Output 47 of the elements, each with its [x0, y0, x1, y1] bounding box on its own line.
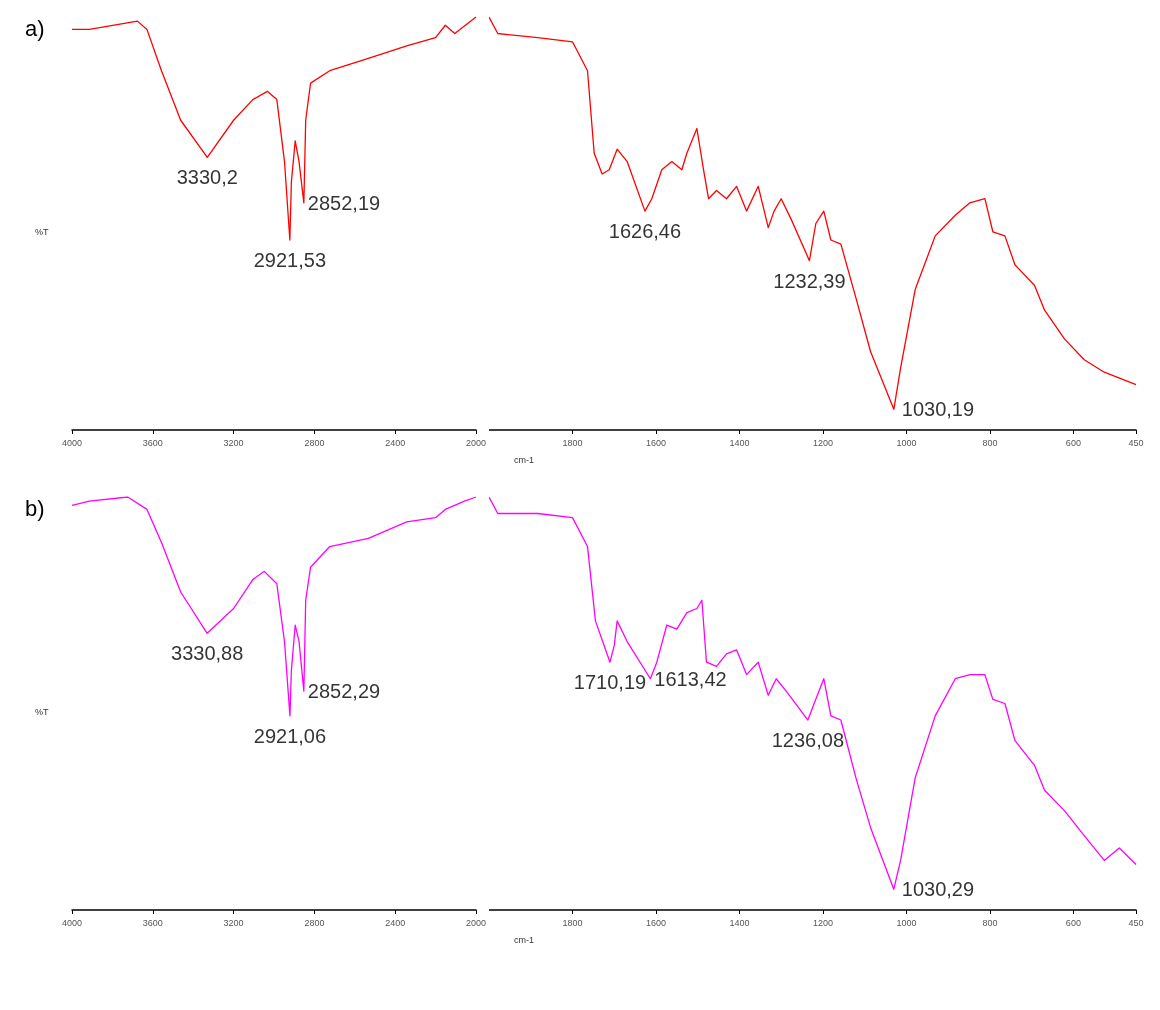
x-tick-label: 2400	[385, 437, 406, 448]
x-tick-label: 600	[1066, 437, 1082, 448]
x-axis-title: cm-1	[514, 934, 535, 945]
x-tick-label: 1800	[562, 437, 583, 448]
y-axis-title: %T	[35, 706, 49, 717]
x-tick-label: 1800	[562, 917, 583, 928]
x-tick-label: 800	[982, 917, 998, 928]
annotation: 1626,46	[609, 220, 682, 243]
chart-title: b)	[25, 495, 45, 521]
x-tick-label: 2800	[304, 437, 325, 448]
x-tick-label: 2000	[465, 437, 486, 448]
x-tick-label: 1200	[813, 917, 834, 928]
annotation: 1613,42	[654, 667, 727, 690]
annotation: 2852,19	[307, 191, 381, 214]
annotation: 1030,19	[902, 398, 975, 421]
annotation: 3330,88	[171, 642, 244, 665]
annotation: 2852,29	[307, 680, 381, 703]
x-tick-label: 3200	[223, 917, 244, 928]
x-tick-label: 2400	[385, 917, 406, 928]
x-tick-label: 450	[1128, 917, 1144, 928]
x-tick-label: 1600	[646, 917, 667, 928]
x-tick-label: 1000	[896, 437, 917, 448]
x-tick-label: 3600	[142, 917, 163, 928]
x-tick-label: 3600	[142, 437, 163, 448]
x-tick-label: 1400	[729, 437, 750, 448]
x-axis-title: cm-1	[514, 454, 535, 465]
annotation: 1232,39	[773, 269, 846, 292]
annotation: 1030,29	[902, 878, 975, 901]
x-tick-label: 3200	[223, 437, 244, 448]
y-axis-title: %T	[35, 226, 49, 237]
annotation: 1236,08	[771, 729, 845, 752]
x-tick-label: 1000	[896, 917, 917, 928]
x-tick-label: 800	[982, 437, 998, 448]
annotation: 2921,06	[253, 724, 327, 747]
x-tick-label: 1600	[646, 437, 667, 448]
annotation: 2921,53	[253, 249, 326, 272]
chart-title: a)	[25, 15, 45, 41]
x-tick-label: 600	[1066, 917, 1082, 928]
x-tick-label: 450	[1128, 437, 1144, 448]
x-tick-label: 2000	[465, 917, 486, 928]
annotation: 1710,19	[574, 671, 647, 694]
x-tick-label: 4000	[61, 437, 83, 448]
x-tick-label: 1200	[813, 437, 834, 448]
x-tick-label: 1400	[729, 917, 750, 928]
x-tick-label: 2800	[304, 917, 325, 928]
x-tick-label: 4000	[61, 917, 83, 928]
annotation: 3330,2	[176, 166, 238, 189]
